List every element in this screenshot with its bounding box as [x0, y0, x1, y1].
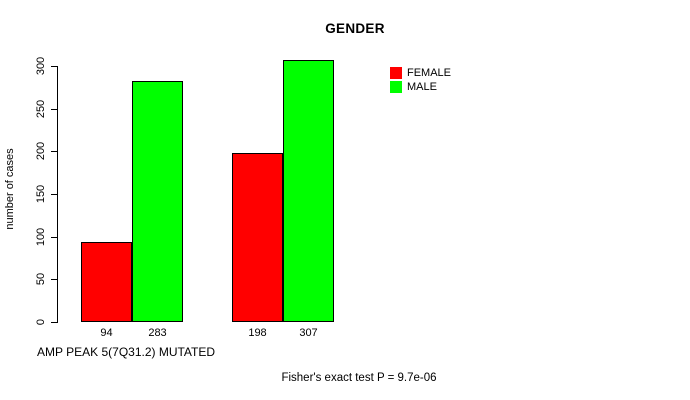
legend-item-female: FEMALE: [390, 66, 451, 80]
bar-value-label: 198: [248, 327, 267, 339]
legend: FEMALE MALE: [390, 66, 451, 94]
annotation-fisher-test: Fisher's exact test P = 9.7e-06: [281, 372, 437, 384]
y-axis-label: number of cases: [4, 148, 16, 230]
y-axis-tick-label: 100: [35, 227, 47, 247]
y-axis-tick-label: 150: [35, 184, 47, 204]
bar-value-label: 94: [100, 327, 113, 339]
legend-label-female: FEMALE: [407, 67, 452, 79]
y-axis-tick: [51, 151, 58, 152]
x-axis-label: AMP PEAK 5(7Q31.2) MUTATED: [37, 345, 216, 359]
legend-item-male: MALE: [390, 80, 451, 94]
y-axis-tick: [51, 109, 58, 110]
chart-title: GENDER: [325, 21, 385, 36]
y-axis-tick: [51, 237, 58, 238]
y-axis-tick: [51, 194, 58, 195]
y-axis-tick-label: 300: [35, 56, 47, 76]
bar-male-group-2: [283, 60, 334, 322]
male-color-swatch-icon: [390, 81, 402, 93]
bar-female-group-1: [81, 242, 132, 322]
bar-female-group-2: [232, 153, 283, 322]
y-axis-tick: [51, 66, 58, 67]
y-axis-tick-label: 200: [35, 141, 47, 161]
bar-male-group-1: [132, 81, 183, 322]
female-color-swatch-icon: [390, 67, 402, 79]
bar-value-label: 283: [148, 327, 167, 339]
y-axis-tick-label: 50: [35, 272, 47, 286]
legend-label-male: MALE: [407, 81, 437, 93]
bar-value-label: 307: [299, 327, 318, 339]
y-axis-tick: [51, 279, 58, 280]
y-axis-tick-label: 0: [35, 318, 47, 326]
y-axis-tick: [51, 322, 58, 323]
y-axis-tick-label: 250: [35, 99, 47, 119]
